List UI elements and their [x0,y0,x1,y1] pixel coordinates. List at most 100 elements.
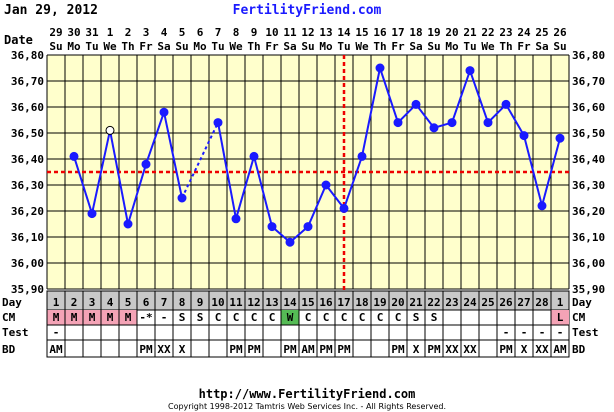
temperature-point [285,237,295,247]
temperature-line [343,156,363,209]
temperature-line [217,122,237,219]
temperature-line [361,67,381,157]
cycle-day-cell: 8 [179,296,186,309]
temperature-point [177,193,187,203]
cm-cell: C [233,311,240,324]
cm-cell: C [377,311,384,324]
weekday-label: Su [553,40,566,53]
bd-cell: AM [49,343,63,356]
cycle-day-cell: 18 [355,296,368,309]
cm-cell: S [413,311,420,324]
weekday-label: Fr [265,40,279,53]
weekday-label: Sa [409,40,422,53]
cycle-day-cell: 21 [409,296,423,309]
cycle-day-row-label: Day [2,296,22,309]
test-cell: - [53,326,60,339]
y-tick-label-right: 36,80 [572,49,605,62]
cm-cell: C [359,311,366,324]
cm-cell: -* [139,311,152,324]
cycle-day-row-label-right: Day [572,296,592,309]
bd-cell: PM [427,343,441,356]
bd-cell: AM [553,343,567,356]
bd-cell: PM [319,343,333,356]
cycle-day-cell: 23 [445,296,458,309]
test-cell: - [503,326,510,339]
date-label: 18 [409,26,422,39]
temperature-point [231,214,241,224]
cycle-day-cell: 1 [557,296,564,309]
copyright-notice: Copyright 1998-2012 Tamtris Web Services… [167,402,447,411]
bd-cell: PM [247,343,261,356]
temperature-line [253,156,273,227]
temperature-point-open [105,125,115,135]
temperature-point [555,133,565,143]
bd-cell: PM [139,343,153,356]
cm-highlight-menstruation [551,310,569,325]
weekday-label: Fr [517,40,531,53]
temperature-point [447,118,457,128]
date-label: 20 [445,26,458,39]
cycle-day-cell: 11 [229,296,243,309]
y-tick-label-right: 36,30 [572,179,605,192]
temperature-line [73,156,93,214]
cycle-day-cell: 3 [89,296,96,309]
cm-cell: W [287,311,294,324]
temperature-point [87,209,97,219]
cm-cell: M [53,311,60,324]
date-label: 9 [251,26,258,39]
temperature-line [541,137,561,207]
date-label: 8 [233,26,240,39]
cycle-day-cell: 10 [211,296,224,309]
cycle-day-cell: 13 [265,296,278,309]
cm-cell: M [89,311,96,324]
bd-cell: XX [463,343,477,356]
cm-cell: S [179,311,186,324]
cycle-day-cell: 4 [107,296,114,309]
cm-highlight-menstruation [101,310,119,325]
weekday-label: Sa [535,40,548,53]
y-tick-label-right: 36,10 [572,231,605,244]
y-tick-label-left: 36,80 [11,49,44,62]
date-label: 22 [481,26,494,39]
temperature-point [141,159,151,169]
date-label: 10 [265,26,278,39]
cm-cell: C [215,311,222,324]
y-tick-label-right: 36,20 [572,205,605,218]
test-cell: - [521,326,528,339]
cm-cell: L [557,311,564,324]
temperature-line [505,103,525,137]
weekday-label: Th [373,40,386,53]
cm-cell: M [125,311,132,324]
cm-cell: M [71,311,78,324]
date-label: 5 [179,26,186,39]
temperature-point [393,118,403,128]
bd-cell: X [521,343,528,356]
cycle-day-cell: 19 [373,296,386,309]
weekday-label: Su [49,40,62,53]
date-label: 26 [553,26,567,39]
date-label: 16 [373,26,387,39]
y-tick-label-left: 36,10 [11,231,44,244]
temperature-point [537,201,547,211]
temperature-point [357,151,367,161]
cm-cell: - [161,311,168,324]
weekday-label: Su [175,40,188,53]
cycle-day-cell: 15 [301,296,314,309]
test-cell: - [557,326,564,339]
cycle-day-cell: 7 [161,296,168,309]
site-url[interactable]: http://www.FertilityFriend.com [198,387,416,401]
date-label: 6 [197,26,204,39]
cycle-day-cell: 14 [283,296,297,309]
test-cell: - [539,326,546,339]
cm-cell: C [323,311,330,324]
temperature-point [249,151,259,161]
cycle-day-cell: 6 [143,296,150,309]
cycle-day-cell: 17 [337,296,350,309]
bd-cell: AM [301,343,315,356]
date-label: 24 [517,26,531,39]
date-label: 2 [125,26,132,39]
weekday-label: Su [427,40,440,53]
y-tick-label-left: 36,70 [11,75,44,88]
date-label: 14 [337,26,351,39]
